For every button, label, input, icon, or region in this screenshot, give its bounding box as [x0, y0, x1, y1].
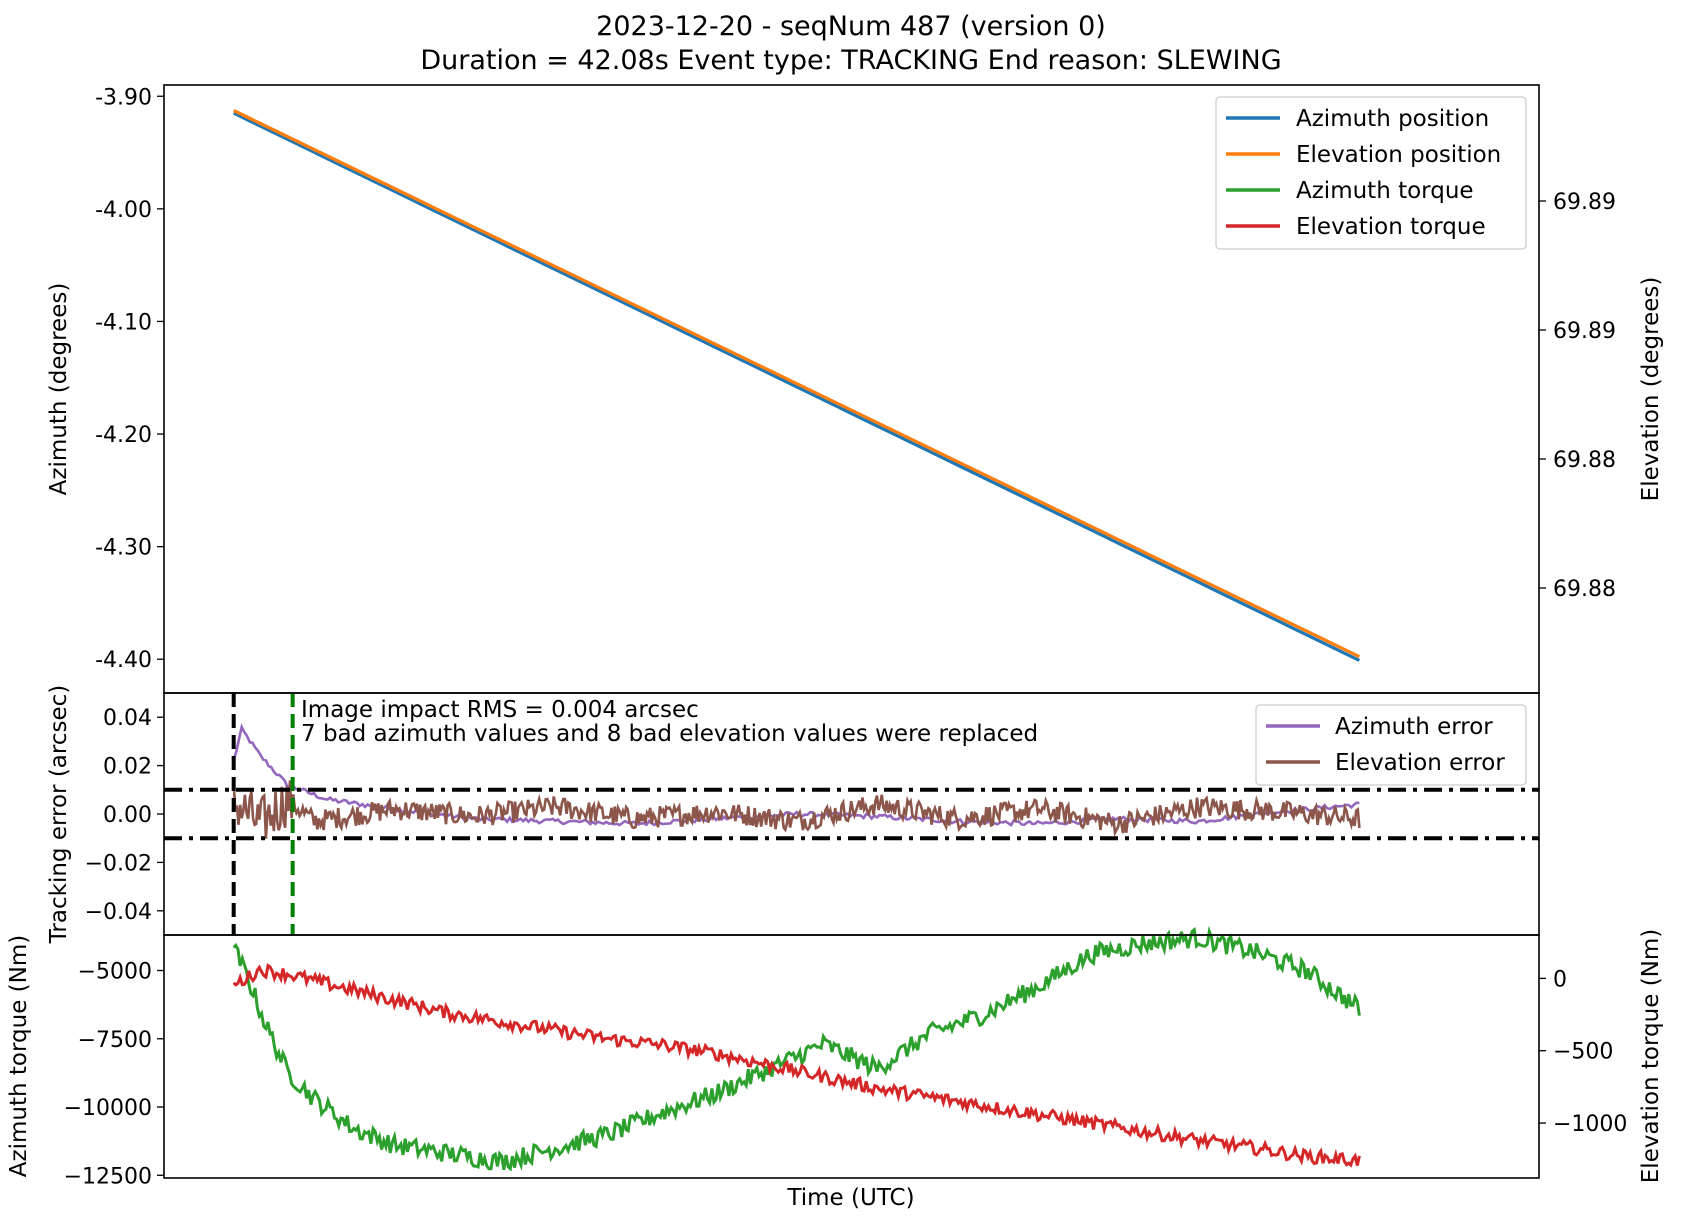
y-tick-label: -3.90	[95, 85, 152, 110]
legend-label-azimuth-torque: Azimuth torque	[1296, 178, 1474, 204]
series-line-elevation-error	[232, 780, 1361, 839]
elevation-axis-label: Elevation (degrees)	[1638, 277, 1664, 502]
position-series-group	[232, 109, 1361, 662]
y-tick-label: 0.00	[103, 803, 152, 828]
y-right-tick-label: 69.88	[1553, 448, 1616, 473]
elevation-torque-axis-ticks: 0 −500 −1000	[1539, 967, 1627, 1137]
y-right-tick-label: −500	[1553, 1040, 1613, 1065]
legend-label-elevation-torque: Elevation torque	[1296, 214, 1486, 240]
y-tick-label: −12500	[64, 1164, 152, 1189]
figure-title-line1: 2023-12-20 - seqNum 487 (version 0)	[596, 11, 1106, 42]
x-axis-label: Time (UTC)	[786, 1185, 914, 1211]
series-line-elevation-torque	[232, 963, 1361, 1168]
tracking-error-legend-box	[1255, 704, 1527, 786]
tracking-error-axis-ticks: 0.04 0.02 0.00 −0.02 −0.04	[85, 706, 164, 925]
y-tick-label: -4.10	[95, 310, 152, 335]
y-tick-label: −0.02	[85, 851, 152, 876]
y-right-tick-label: −1000	[1553, 1112, 1627, 1137]
y-tick-label: -4.40	[95, 648, 152, 673]
torque-panel: −5000 −7500 −10000 −12500 0 −500 −1000 Azimut…	[6, 925, 1664, 1189]
tracking-error-panel: 0.04 0.02 0.00 −0.02 −0.04 Tracking error (a…	[46, 685, 1540, 944]
azimuth-torque-axis-ticks: −5000 −7500 −10000 −12500	[64, 959, 164, 1189]
tracking-error-legend: Azimuth error Elevation error	[1255, 704, 1527, 786]
y-tick-label: −0.04	[85, 900, 152, 925]
series-line-azimuth-position	[232, 111, 1361, 662]
y-right-tick-label: 69.89	[1553, 319, 1616, 344]
series-line-azimuth-torque	[232, 925, 1361, 1172]
torque-series-group	[232, 925, 1361, 1172]
y-tick-label: −5000	[78, 959, 152, 984]
y-right-tick-label: 69.88	[1553, 577, 1616, 602]
y-tick-label: −10000	[64, 1096, 152, 1121]
figure-title-line2: Duration = 42.08s Event type: TRACKING E…	[420, 45, 1281, 76]
position-legend: Azimuth position Elevation position Azim…	[1215, 96, 1527, 250]
position-legend-box	[1215, 96, 1527, 250]
y-tick-label: -4.30	[95, 536, 152, 561]
y-tick-label: 0.04	[103, 706, 152, 731]
series-line-elevation-position	[233, 109, 1361, 659]
elevation-torque-axis-label: Elevation torque (Nm)	[1638, 929, 1664, 1183]
tracking-error-axis-label: Tracking error (arcsec)	[46, 685, 72, 944]
y-tick-label: -4.00	[95, 198, 152, 223]
y-right-tick-label: 0	[1553, 967, 1567, 992]
legend-label-azimuth-error: Azimuth error	[1335, 714, 1493, 740]
tracking-error-reference-lines	[164, 693, 1539, 935]
azimuth-torque-axis-label: Azimuth torque (Nm)	[6, 935, 32, 1177]
legend-label-azimuth-position: Azimuth position	[1296, 106, 1489, 132]
azimuth-axis-ticks: -3.90 -4.00 -4.10 -4.20 -4.30 -4.40	[95, 85, 164, 673]
legend-label-elevation-position: Elevation position	[1296, 142, 1501, 168]
tracking-error-series-group	[232, 723, 1361, 839]
bad-values-annotation: 7 bad azimuth values and 8 bad elevation…	[301, 721, 1038, 747]
image-impact-annotation: Image impact RMS = 0.004 arcsec	[301, 697, 699, 723]
azimuth-axis-label: Azimuth (degrees)	[46, 283, 72, 496]
torque-panel-frame	[163, 934, 1540, 1179]
y-right-tick-label: 69.89	[1553, 190, 1616, 215]
y-tick-label: -4.20	[95, 423, 152, 448]
legend-label-elevation-error: Elevation error	[1335, 750, 1505, 776]
position-panel: -3.90-4.00-4.10-4.20-4.30-4.40 69.8969.8…	[46, 84, 1664, 694]
y-tick-label: 0.02	[103, 755, 152, 780]
elevation-axis-ticks: 69.89 69.89 69.88 69.88	[1539, 190, 1616, 602]
y-tick-label: −7500	[78, 1028, 152, 1053]
